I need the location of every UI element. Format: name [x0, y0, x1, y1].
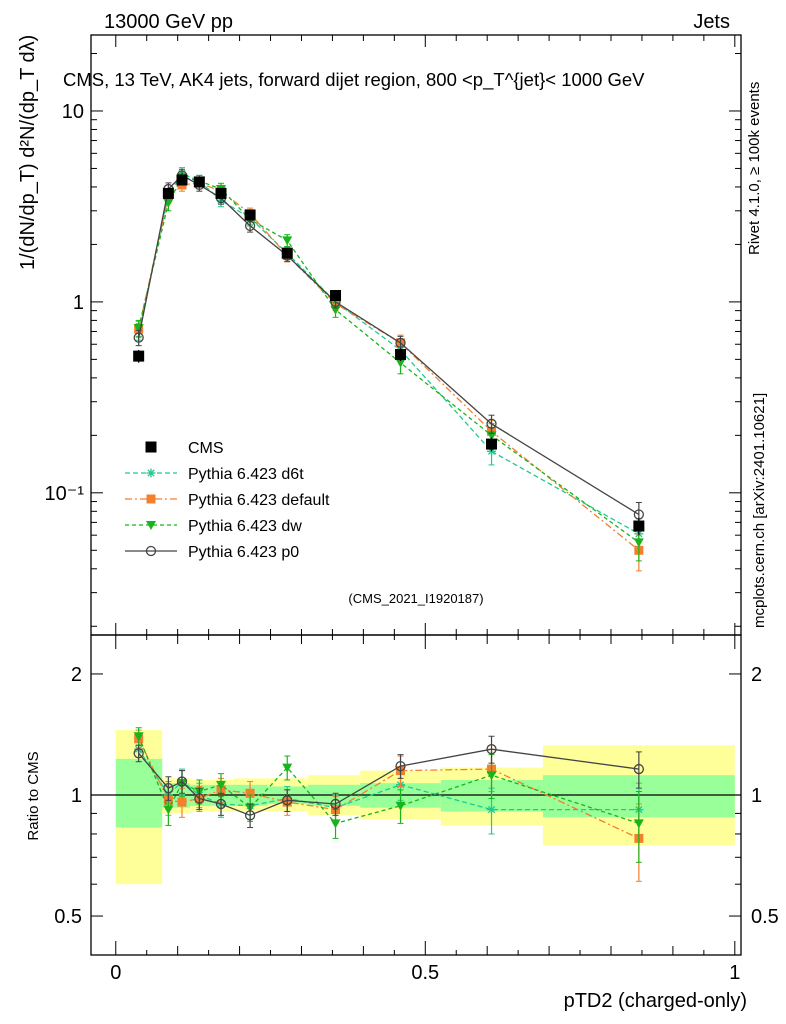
data-point-cms — [162, 187, 174, 199]
ratio-y-tick-label: 2 — [71, 664, 82, 686]
ratio-point-dw — [282, 763, 293, 773]
legend-label: Pythia 6.423 dw — [188, 518, 302, 535]
legend: CMS Pythia 6.423 d6t Pythia 6.423 default P… — [125, 440, 330, 561]
ratio-series-p0 — [133, 735, 645, 829]
rivet-label: Rivet 4.1.0, ≥ 100k events — [746, 82, 763, 255]
analysis-id: (CMS_2021_I1920187) — [348, 591, 483, 606]
ratio-point-dw — [216, 780, 226, 790]
ratio-y-tick-label: 0.5 — [54, 906, 82, 928]
legend-label: Pythia 6.423 p0 — [188, 544, 299, 561]
plot-title: CMS, 13 TeV, AK4 jets, forward dijet reg… — [63, 69, 645, 91]
y-axis-title-ratio: Ratio to CMS — [25, 751, 42, 840]
ratio-point-p0 — [133, 748, 144, 759]
ratio-series-dw — [133, 727, 644, 863]
legend-marker — [145, 441, 157, 453]
ratio-y-tick-label-right: 0.5 — [751, 906, 779, 928]
x-tick-label: 0 — [110, 962, 121, 984]
mcplots-label: mcplots.cern.ch [arXiv:2401.10621] — [751, 393, 768, 628]
x-tick-label: 1 — [729, 962, 740, 984]
ratio-y-tick-label: 1 — [71, 785, 82, 807]
ratio-point-default — [245, 788, 255, 798]
header-right: Jets — [693, 11, 730, 33]
ratio-point-p0 — [633, 763, 645, 775]
legend-item-p0: Pythia 6.423 p0 — [125, 544, 299, 561]
y-tick-label: 10 — [62, 101, 84, 123]
data-point-cms — [133, 350, 145, 362]
data-point-cms — [330, 290, 342, 302]
y-tick-label: 10⁻¹ — [45, 483, 85, 505]
ratio-point-p0 — [282, 795, 293, 806]
series-cms — [133, 174, 645, 536]
main-panel: 10⁻¹ 1 10 — [45, 34, 742, 636]
ratio-point-p0 — [486, 744, 497, 755]
data-point-dw — [633, 538, 644, 548]
legend-label: CMS — [188, 440, 224, 457]
legend-marker — [146, 468, 156, 478]
ratio-y-tick-label-right: 2 — [751, 664, 762, 686]
legend-marker — [145, 545, 157, 557]
data-point-p0 — [395, 337, 406, 349]
ratio-point-dw — [330, 819, 341, 829]
ratio-y-tick-label-right: 1 — [751, 785, 762, 807]
x-axis-title: pTD2 (charged-only) — [564, 990, 747, 1012]
ratio-point-p0 — [163, 783, 174, 794]
data-point-dw — [282, 236, 293, 246]
data-point-cms — [281, 247, 293, 259]
data-point-cms — [395, 349, 407, 361]
data-point-cms — [193, 176, 205, 188]
legend-marker — [146, 494, 156, 504]
ratio-point-default — [177, 797, 187, 807]
uncertainty-band-inner — [115, 758, 163, 828]
ratio-line-dw — [138, 735, 640, 825]
data-point-cms — [633, 520, 645, 532]
data-point-cms — [244, 209, 256, 221]
ratio-point-d6t — [487, 805, 497, 815]
data-point-p0 — [244, 220, 256, 232]
ratio-point-dw — [395, 801, 406, 811]
ratio-point-dw — [163, 805, 174, 815]
series-default — [134, 176, 644, 572]
ratio-point-dw — [133, 732, 144, 742]
y-tick-label: 1 — [73, 292, 84, 314]
data-point-p0 — [486, 418, 497, 429]
y-axis-title-main: 1/(dN/dp_T) d²N/(dp_T dλ) — [17, 35, 39, 270]
header-left: 13000 GeV pp — [104, 11, 233, 33]
data-point-cms — [215, 187, 227, 199]
title-text: CMS, 13 TeV, AK4 jets, forward dijet reg… — [63, 69, 645, 91]
ratio-point-p0 — [395, 760, 406, 772]
ratio-panel: 0.5 0.5 1 1 2 2 0 0.5 1 — [54, 634, 779, 984]
data-point-dw — [395, 358, 406, 368]
legend-item-default: Pythia 6.423 default — [125, 492, 330, 509]
data-point-cms — [486, 438, 498, 450]
ratio-point-p0 — [176, 776, 188, 787]
ratio-point-dw — [633, 819, 644, 829]
series-line-p0 — [138, 174, 640, 516]
ratio-point-p0 — [330, 798, 341, 810]
data-point-p0 — [133, 332, 144, 343]
legend-label: Pythia 6.423 d6t — [188, 466, 304, 483]
legend-marker — [146, 521, 156, 530]
ratio-point-p0 — [244, 810, 256, 821]
legend-item-dw: Pythia 6.423 dw — [125, 518, 302, 535]
ratio-point-dw — [486, 771, 497, 781]
series-line-dw — [138, 176, 640, 543]
ratio-point-p0 — [194, 793, 205, 804]
legend-item-cms: CMS — [145, 440, 224, 457]
data-point-cms — [176, 174, 188, 186]
legend-item-d6t: Pythia 6.423 d6t — [125, 466, 304, 483]
legend-label: Pythia 6.423 default — [188, 492, 330, 509]
x-tick-label: 0.5 — [411, 962, 439, 984]
ratio-point-p0 — [215, 798, 227, 810]
